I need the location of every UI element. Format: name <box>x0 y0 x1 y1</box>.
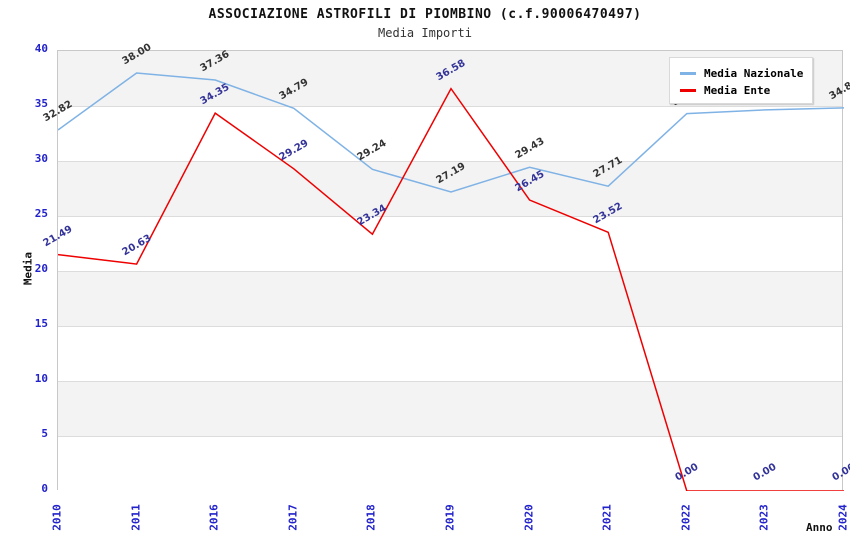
legend-label-media-nazionale: Media Nazionale <box>704 67 804 80</box>
y-tick-label: 25 <box>34 207 48 220</box>
y-tick-label: 15 <box>34 317 48 330</box>
y-tick-label: 40 <box>34 42 48 55</box>
series-lines <box>58 72 844 491</box>
gridline <box>58 436 842 437</box>
legend-label-media-ente: Media Ente <box>704 84 771 97</box>
y-tick-label: 5 <box>41 427 48 440</box>
x-tick-label: 2010 <box>50 504 64 531</box>
x-tick-label: 2020 <box>522 504 536 531</box>
background-band <box>58 216 842 271</box>
gridline <box>58 106 842 107</box>
plot-area: 32.82 38.00 37.36 34.79 29.24 27.19 29.43 27.71… <box>42 42 850 491</box>
legend-item-media-ente: Media Ente <box>680 83 812 98</box>
background-band <box>58 106 842 161</box>
series-line-media-nazionale <box>58 72 844 193</box>
y-tick-label: 20 <box>34 262 48 275</box>
background-band <box>58 271 842 326</box>
x-tick-label: 2011 <box>129 504 143 531</box>
gridline <box>58 381 842 382</box>
x-tick-label: 2022 <box>679 504 693 531</box>
x-axis-title: Anno <box>806 521 833 534</box>
legend-item-media-nazionale: Media Nazionale <box>680 66 812 81</box>
y-tick-label: 10 <box>34 372 48 385</box>
background-band <box>58 161 842 216</box>
media-nazionale-line-swatch-icon <box>680 72 696 75</box>
background-band <box>58 326 842 381</box>
chart-subtitle: Media Importi <box>378 26 472 40</box>
legend: Media Nazionale Media Ente <box>669 57 813 104</box>
y-tick-label: 0 <box>41 482 48 495</box>
y-tick-label: 30 <box>34 152 48 165</box>
gridline <box>58 161 842 162</box>
x-tick-label: 2017 <box>286 504 300 531</box>
chart-title: ASSOCIAZIONE ASTROFILI DI PIOMBINO (c.f.… <box>208 7 642 22</box>
y-tick-label: 35 <box>34 97 48 110</box>
gridline <box>58 216 842 217</box>
x-tick-label: 2024 <box>836 504 850 531</box>
background-band <box>58 436 842 491</box>
gridline <box>58 326 842 327</box>
x-tick-label: 2023 <box>757 504 771 531</box>
series-line-media-ente <box>58 87 844 491</box>
x-tick-label: 2016 <box>207 504 221 531</box>
x-tick-label: 2021 <box>600 504 614 531</box>
x-tick-label: 2018 <box>364 504 378 531</box>
media-ente-line-swatch-icon <box>680 89 696 92</box>
gridline <box>58 271 842 272</box>
background-band <box>58 381 842 436</box>
x-tick-label: 2019 <box>443 504 457 531</box>
